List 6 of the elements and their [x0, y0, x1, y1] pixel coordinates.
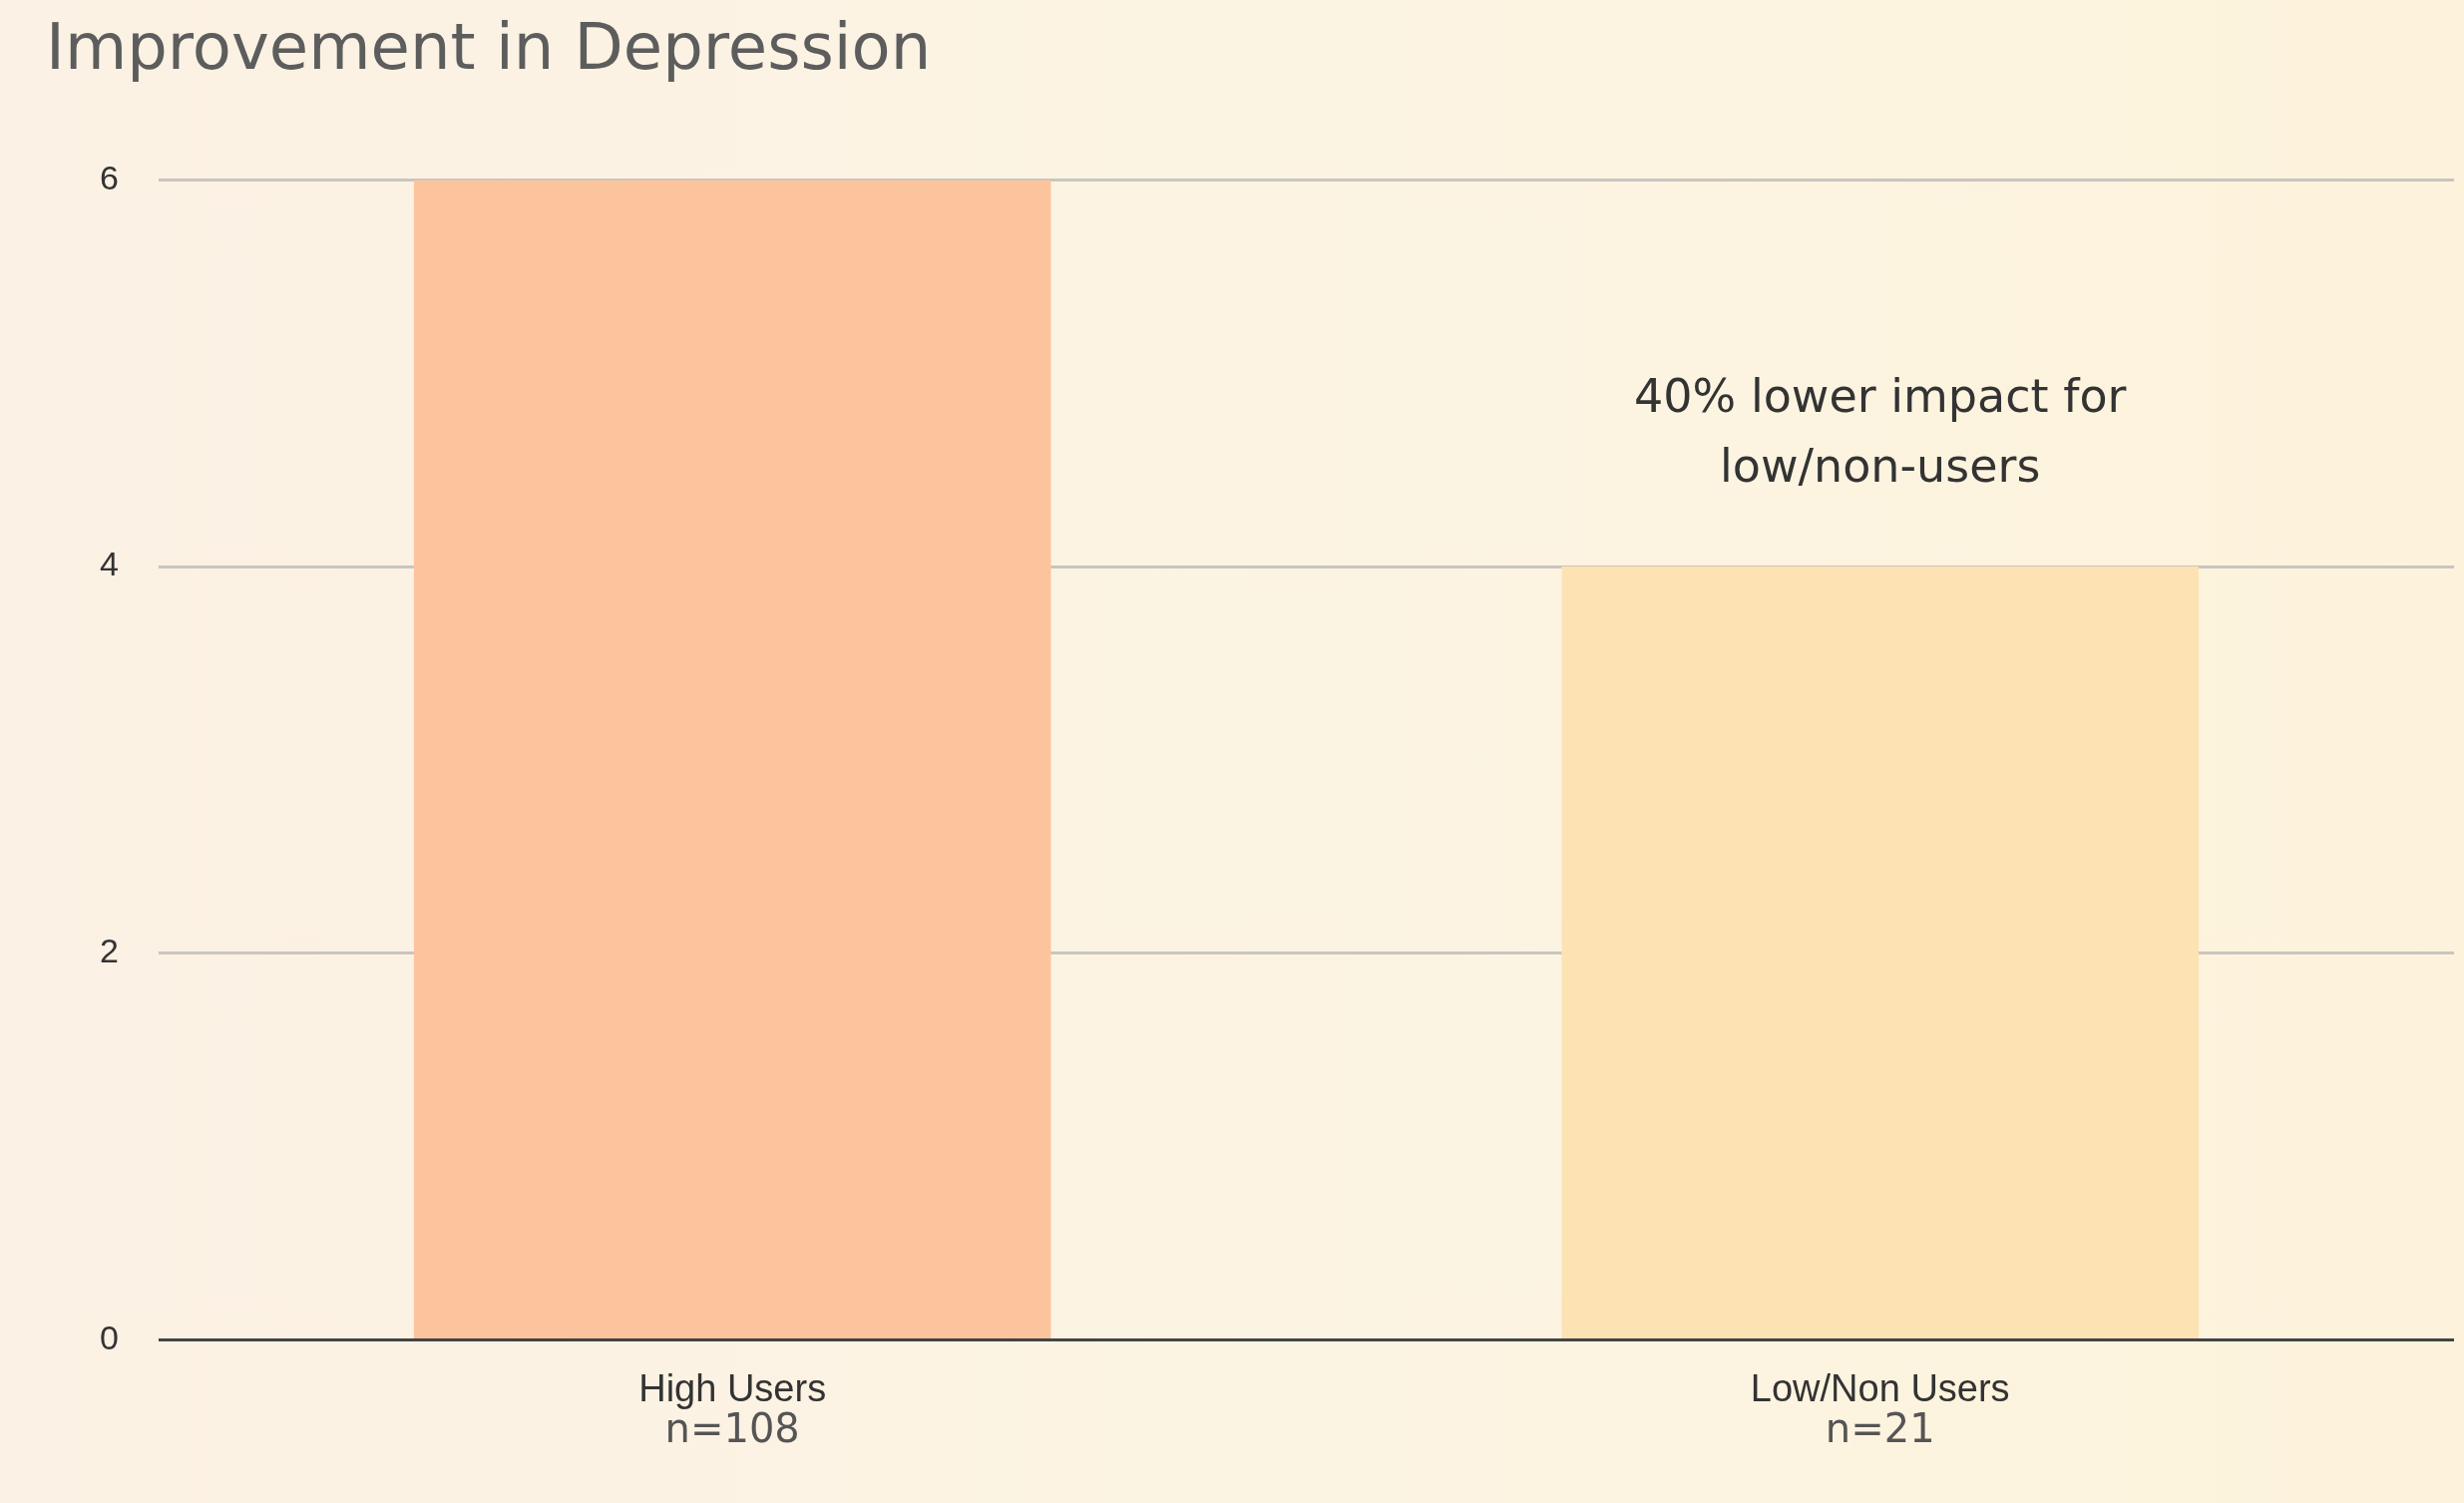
chart-title: Improvement in Depression: [46, 10, 932, 84]
y-tick-label: 4: [99, 545, 119, 583]
y-tick-label: 2: [99, 932, 119, 970]
y-tick-label: 0: [99, 1317, 119, 1356]
annotation: 40% lower impact for low/non-users: [1634, 369, 2127, 494]
y-tick-label: 6: [99, 158, 119, 196]
